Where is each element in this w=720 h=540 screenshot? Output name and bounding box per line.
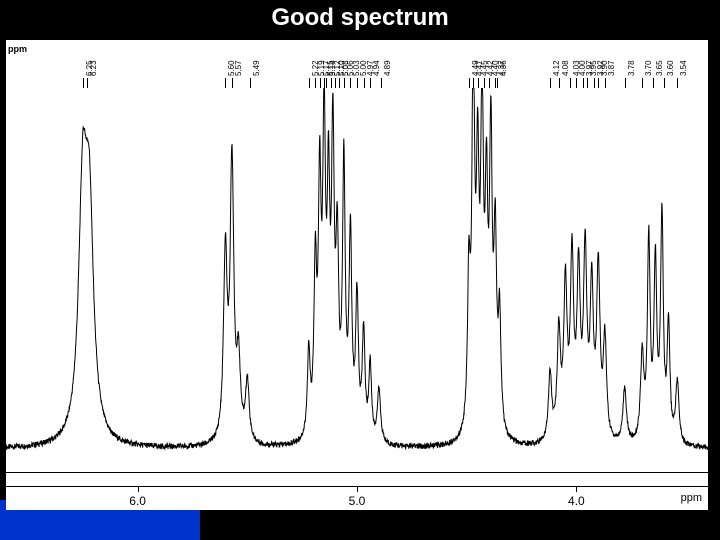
peak-tick: [664, 78, 665, 88]
peak-tick: [315, 78, 316, 88]
peak-label: 3.65: [656, 60, 664, 76]
peak-tick: [495, 78, 496, 88]
peak-tick: [225, 78, 226, 88]
peak-label: 5.49: [253, 60, 261, 76]
axis-tick: [357, 486, 358, 492]
peak-label: 3.70: [645, 60, 653, 76]
peak-tick: [576, 78, 577, 88]
peak-label: 3.87: [608, 60, 616, 76]
peak-tick: [497, 78, 498, 88]
peak-label: 5.57: [235, 60, 243, 76]
peak-label: 6.23: [90, 60, 98, 76]
axis-tick: [138, 486, 139, 492]
spectrum-trace: [6, 88, 708, 472]
peak-tick: [309, 78, 310, 88]
axis-unit-bottom: ppm: [681, 492, 702, 504]
peak-tick: [605, 78, 606, 88]
peak-tick: [559, 78, 560, 88]
peak-tick: [583, 78, 584, 88]
peak-tick: [370, 78, 371, 88]
peak-tick: [642, 78, 643, 88]
peak-label: 4.08: [562, 60, 570, 76]
peak-tick: [344, 78, 345, 88]
peak-tick: [550, 78, 551, 88]
peak-label: 4.89: [384, 60, 392, 76]
peak-tick: [232, 78, 233, 88]
axis-top-line: [6, 472, 708, 473]
peak-tick: [677, 78, 678, 88]
peak-tick: [625, 78, 626, 88]
peak-label-row: 6.256.235.605.575.495.225.195.175.155.14…: [6, 42, 708, 88]
peak-tick: [324, 78, 325, 88]
axis-tick-label: 5.0: [349, 494, 366, 508]
peak-tick: [87, 78, 88, 88]
peak-tick: [83, 78, 84, 88]
peak-tick: [350, 78, 351, 88]
peak-tick: [250, 78, 251, 88]
spectrum-panel: ppm 6.256.235.605.575.495.225.195.175.15…: [6, 40, 708, 510]
peak-tick: [364, 78, 365, 88]
peak-tick: [598, 78, 599, 88]
peak-label: 3.60: [667, 60, 675, 76]
peak-label: 3.54: [680, 60, 688, 76]
x-axis: 6.0 5.0 4.0: [6, 472, 708, 510]
axis-tick-label: 6.0: [129, 494, 146, 508]
spectrum-path: [6, 88, 708, 450]
peak-tick: [335, 78, 336, 88]
slide-title: Good spectrum: [0, 4, 720, 32]
peak-tick: [339, 78, 340, 88]
peak-label: 4.36: [500, 60, 508, 76]
peak-tick: [357, 78, 358, 88]
peak-tick: [489, 78, 490, 88]
peak-label: 4.12: [553, 60, 561, 76]
peak-tick: [320, 78, 321, 88]
peak-tick: [484, 78, 485, 88]
peak-tick: [570, 78, 571, 88]
peak-tick: [653, 78, 654, 88]
slide-root: Good spectrum ppm 6.256.235.605.575.495.…: [0, 0, 720, 540]
peak-tick: [473, 78, 474, 88]
peak-tick: [469, 78, 470, 88]
axis-tick-label: 4.0: [568, 494, 585, 508]
peak-tick: [594, 78, 595, 88]
peak-tick: [478, 78, 479, 88]
peak-tick: [326, 78, 327, 88]
peak-label: 3.78: [628, 60, 636, 76]
peak-tick: [331, 78, 332, 88]
peak-tick: [381, 78, 382, 88]
axis-tick: [576, 486, 577, 492]
peak-label: 4.94: [373, 60, 381, 76]
peak-tick: [587, 78, 588, 88]
